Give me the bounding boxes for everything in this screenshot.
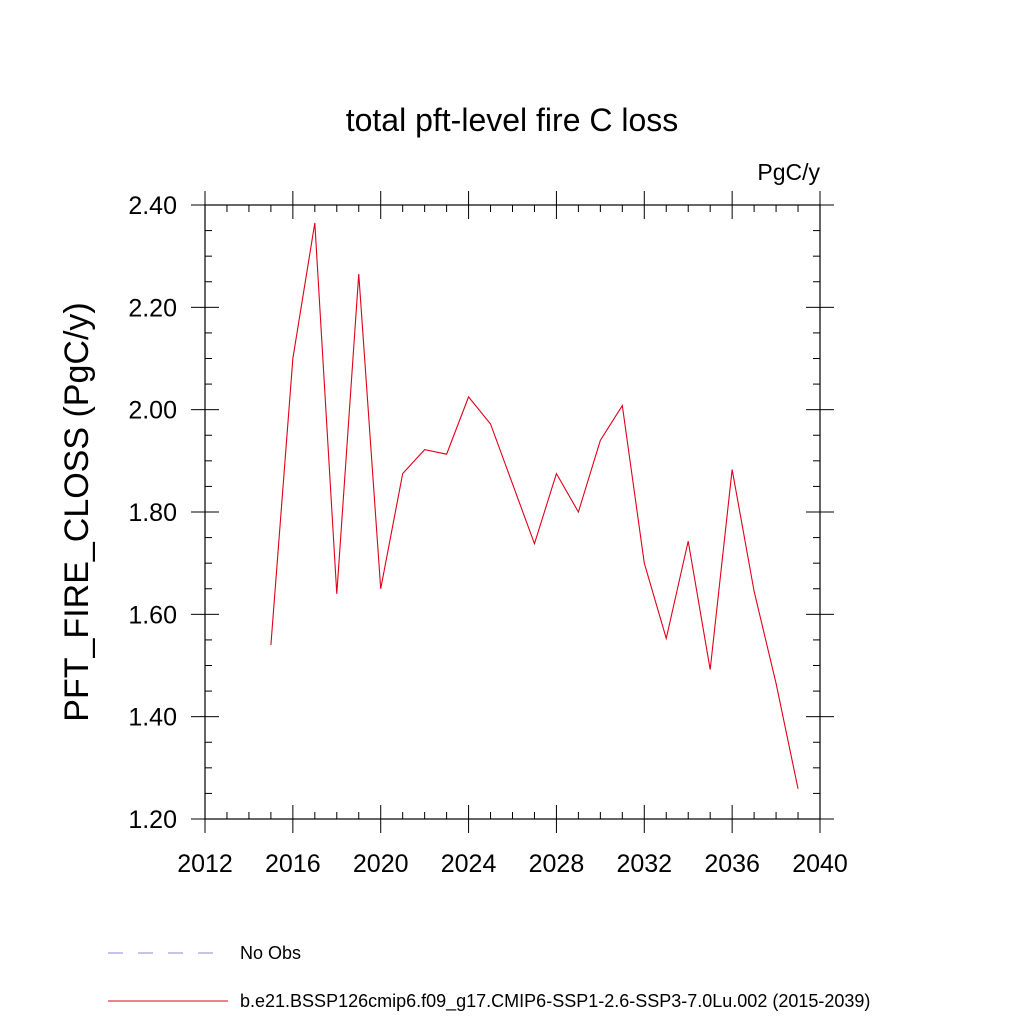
legend: No Obs b.e21.BSSP126cmip6.f09_g17.CMIP6-…: [108, 943, 870, 1012]
x-tick-label: 2012: [177, 850, 233, 878]
x-tick-label: 2028: [529, 850, 585, 878]
y-tick-label: 1.60: [128, 601, 177, 629]
x-tick-label: 2024: [441, 850, 497, 878]
series-line: [270, 222, 799, 789]
y-axis: 1.20 1.40 1.60 1.80 2.00 2.20 2.40: [128, 192, 834, 834]
legend-label-no-obs: No Obs: [240, 943, 301, 963]
y-tick-label: 1.80: [128, 499, 177, 527]
chart-title: total pft-level fire C loss: [346, 102, 679, 138]
x-tick-label: 2036: [704, 850, 760, 878]
y-tick-label: 2.40: [128, 192, 177, 220]
x-tick-label: 2020: [353, 850, 409, 878]
y-tick-label: 1.20: [128, 806, 177, 834]
series-layer: [270, 222, 799, 789]
y-tick-label: 2.00: [128, 397, 177, 425]
legend-label-model: b.e21.BSSP126cmip6.f09_g17.CMIP6-SSP1-2.…: [240, 991, 870, 1012]
units-label: PgC/y: [757, 159, 820, 185]
y-tick-label: 1.40: [128, 704, 177, 732]
x-axis: 2012 2016 2020 2024 2028 2032 2036 2040: [177, 191, 848, 878]
y-tick-label: 2.20: [128, 294, 177, 322]
x-tick-label: 2016: [265, 850, 321, 878]
x-tick-label: 2040: [792, 850, 848, 878]
x-tick-label: 2032: [616, 850, 672, 878]
y-axis-label: PFT_FIRE_CLOSS (PgC/y): [58, 302, 96, 721]
